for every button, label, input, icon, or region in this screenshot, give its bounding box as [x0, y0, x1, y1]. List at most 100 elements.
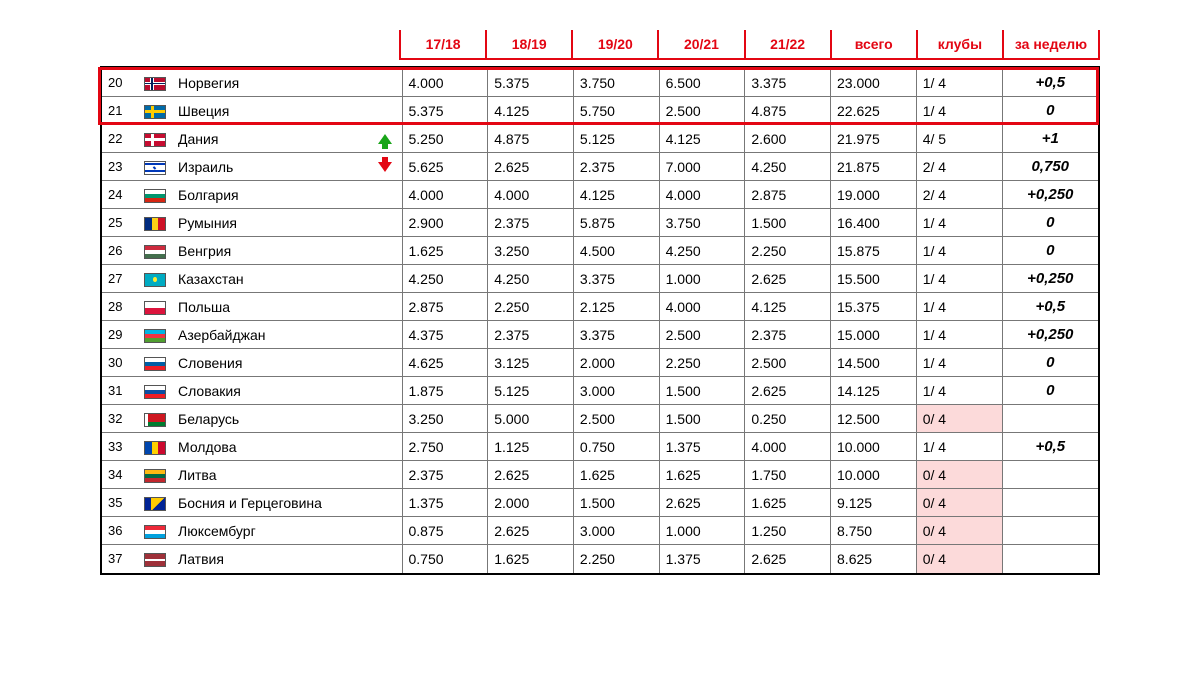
cell: 2.500	[659, 97, 745, 125]
cell: 1.500	[659, 377, 745, 405]
cell: Дания	[172, 125, 402, 153]
cell	[138, 489, 172, 517]
cell: Азербайджан	[172, 321, 402, 349]
cell: 2.875	[745, 181, 831, 209]
cell: 2.625	[488, 517, 574, 545]
cell: 1/ 4	[916, 69, 1002, 97]
cell: 2/ 4	[916, 181, 1002, 209]
cell: 22	[102, 125, 138, 153]
cell: 35	[102, 489, 138, 517]
cell: 5.750	[573, 97, 659, 125]
cell: Люксембург	[172, 517, 402, 545]
cell: 5.375	[488, 69, 574, 97]
cell: 1/ 4	[916, 265, 1002, 293]
cell: 14.500	[831, 349, 917, 377]
cell: 0	[1002, 209, 1098, 237]
cell: 4.000	[402, 69, 488, 97]
cell: 2.875	[402, 293, 488, 321]
cell	[138, 237, 172, 265]
cell: 21.975	[831, 125, 917, 153]
cell: 2.250	[745, 237, 831, 265]
cell: +0,250	[1002, 265, 1098, 293]
cell: +0,250	[1002, 321, 1098, 349]
cell: 1.625	[573, 461, 659, 489]
cell: 1/ 4	[916, 433, 1002, 461]
cell	[138, 377, 172, 405]
cell: 26	[102, 237, 138, 265]
cell	[138, 125, 172, 153]
col-header: 19/20	[572, 30, 658, 59]
cell: 2.625	[745, 545, 831, 573]
cell: 2.250	[573, 545, 659, 573]
cell: 2.125	[573, 293, 659, 321]
cell: 1.500	[745, 209, 831, 237]
cell: 1/ 4	[916, 321, 1002, 349]
cell: 0,750	[1002, 153, 1098, 181]
cell	[138, 517, 172, 545]
cell: 5.875	[573, 209, 659, 237]
cell: 4.500	[573, 237, 659, 265]
cell: Молдова	[172, 433, 402, 461]
cell: 27	[102, 265, 138, 293]
cell: 5.000	[488, 405, 574, 433]
cell: 1.375	[659, 433, 745, 461]
cell: 25	[102, 209, 138, 237]
cell: 1.625	[402, 237, 488, 265]
cell: Беларусь	[172, 405, 402, 433]
cell: 0	[1002, 237, 1098, 265]
col-header: 21/22	[745, 30, 831, 59]
cell: 4.375	[402, 321, 488, 349]
table-row: 25Румыния2.9002.3755.8753.7501.50016.400…	[102, 209, 1098, 237]
cell: +0,5	[1002, 433, 1098, 461]
cell: 15.375	[831, 293, 917, 321]
cell: 4.000	[402, 181, 488, 209]
cell: 4.125	[573, 181, 659, 209]
trend-down-icon	[378, 162, 392, 172]
cell: 2.900	[402, 209, 488, 237]
cell: 15.500	[831, 265, 917, 293]
cell: 3.375	[745, 69, 831, 97]
cell: 37	[102, 545, 138, 573]
cell: 4.125	[745, 293, 831, 321]
cell	[138, 69, 172, 97]
cell: Венгрия	[172, 237, 402, 265]
cell: 4.125	[488, 97, 574, 125]
cell: 1/ 4	[916, 97, 1002, 125]
cell: 4.000	[659, 293, 745, 321]
cell: 1.500	[573, 489, 659, 517]
cell: Болгария	[172, 181, 402, 209]
cell: 12.500	[831, 405, 917, 433]
cell: Швеция	[172, 97, 402, 125]
col-header: клубы	[917, 30, 1003, 59]
cell: 3.375	[573, 265, 659, 293]
header-table: 17/18 18/19 19/20 20/21 21/22 всего клуб…	[100, 30, 1100, 60]
cell: Румыния	[172, 209, 402, 237]
cell: 19.000	[831, 181, 917, 209]
cell: 2.625	[659, 489, 745, 517]
cell: 2.250	[488, 293, 574, 321]
cell: 31	[102, 377, 138, 405]
table-row: 23Израиль5.6252.6252.3757.0004.25021.875…	[102, 153, 1098, 181]
cell: 23	[102, 153, 138, 181]
cell: 24	[102, 181, 138, 209]
cell: 1.000	[659, 265, 745, 293]
trend-up-icon	[378, 134, 392, 144]
cell: 22.625	[831, 97, 917, 125]
cell: 21.875	[831, 153, 917, 181]
table-row: 33Молдова2.7501.1250.7501.3754.00010.000…	[102, 433, 1098, 461]
cell: 2.375	[573, 153, 659, 181]
cell: 0	[1002, 97, 1098, 125]
cell: Босния и Герцеговина	[172, 489, 402, 517]
table-row: 36Люксембург0.8752.6253.0001.0001.2508.7…	[102, 517, 1098, 545]
cell: 6.500	[659, 69, 745, 97]
cell: 1.875	[402, 377, 488, 405]
cell	[1002, 405, 1098, 433]
table-row: 31Словакия1.8755.1253.0001.5002.62514.12…	[102, 377, 1098, 405]
cell	[138, 405, 172, 433]
cell: 32	[102, 405, 138, 433]
cell: 30	[102, 349, 138, 377]
cell: 2.600	[745, 125, 831, 153]
cell: 1.625	[659, 461, 745, 489]
cell: 14.125	[831, 377, 917, 405]
cell: 2.750	[402, 433, 488, 461]
